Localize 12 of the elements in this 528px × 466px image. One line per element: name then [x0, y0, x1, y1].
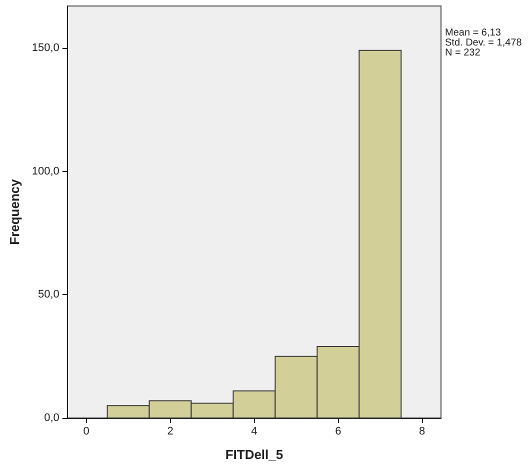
y-tick-label: 100,0 — [32, 165, 60, 178]
y-tick-label: 0,0 — [44, 412, 60, 424]
x-tick-label: 2 — [167, 426, 174, 438]
y-tick-label: 150,0 — [32, 42, 60, 54]
x-tick-label: 0 — [83, 426, 90, 438]
x-axis-title: FITDell_5 — [225, 447, 284, 462]
x-tick-label: 8 — [419, 426, 426, 438]
y-tick-label: 50,0 — [38, 288, 60, 301]
x-tick-label: 6 — [335, 426, 342, 438]
y-axis-title: Frequency — [7, 178, 22, 245]
x-tick-label: 4 — [251, 426, 258, 438]
text: Mean = 6,13 Std. Dev. = 1,478 N = 232 — [445, 28, 522, 58]
